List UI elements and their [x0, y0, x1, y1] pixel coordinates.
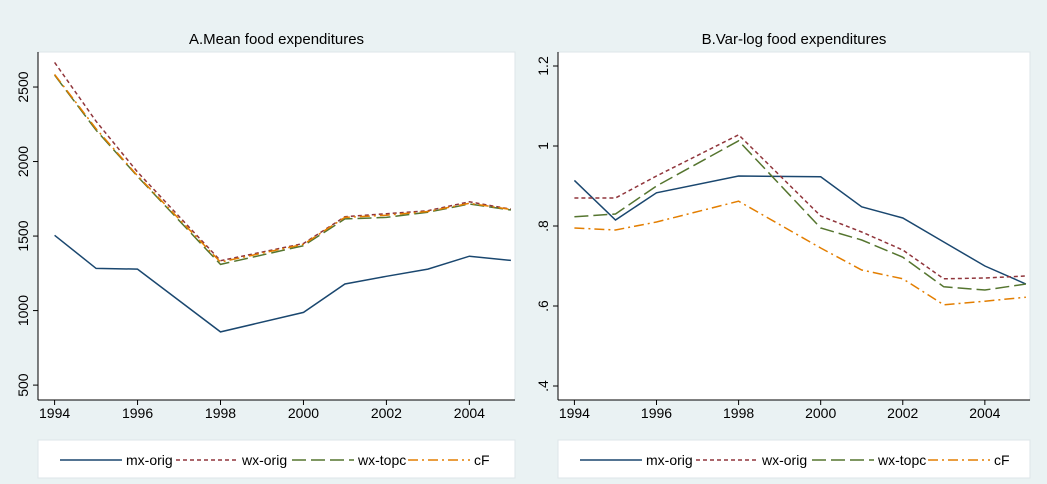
x-tick-label: 2000 [805, 405, 836, 421]
y-tick-label: 1 [535, 142, 551, 150]
y-tick-label: .6 [535, 300, 551, 312]
y-tick-label: .4 [535, 380, 551, 392]
legend-label: mx-orig [646, 452, 693, 468]
series-line [573, 175, 1027, 285]
plot-area [557, 51, 1031, 401]
x-tick-label: 1998 [723, 405, 754, 421]
y-tick-label: 1500 [15, 220, 31, 251]
y-tick-label: 1.2 [535, 56, 551, 76]
x-tick-label: 1994 [559, 405, 590, 421]
series-line [53, 61, 512, 262]
legend-label: wx-topc [877, 452, 926, 468]
series-line [574, 139, 1027, 291]
x-tick-label: 1996 [122, 405, 153, 421]
series-line [574, 133, 1026, 280]
x-tick-label: 2002 [887, 405, 918, 421]
x-tick-label: 2004 [454, 405, 485, 421]
x-tick-label: 2004 [969, 405, 1000, 421]
x-tick-label: 2002 [371, 405, 402, 421]
x-tick-label: 1996 [641, 405, 672, 421]
chart-title: A.Mean food expenditures [189, 31, 364, 48]
series-line [54, 73, 512, 263]
legend-label: wx-orig [241, 452, 287, 468]
y-tick-label: 500 [15, 373, 31, 397]
y-tick-label: .8 [535, 220, 551, 232]
legend-label: mx-orig [126, 452, 173, 468]
legend-label: cF [474, 452, 490, 468]
x-tick-label: 2000 [288, 405, 319, 421]
legend-label: wx-orig [761, 452, 807, 468]
legend-label: cF [994, 452, 1010, 468]
series-line [574, 200, 1026, 306]
plot-area [37, 51, 516, 401]
series-line [54, 234, 511, 333]
y-tick-label: 2000 [15, 146, 31, 177]
legend-label: wx-topc [357, 452, 406, 468]
x-tick-label: 1998 [205, 405, 236, 421]
x-tick-label: 1994 [39, 405, 70, 421]
chart-title: B.Var-log food expenditures [702, 31, 887, 48]
legend-box [37, 439, 516, 479]
legend-box [557, 439, 1031, 479]
y-tick-label: 2500 [15, 71, 31, 102]
y-tick-label: 1000 [15, 295, 31, 326]
